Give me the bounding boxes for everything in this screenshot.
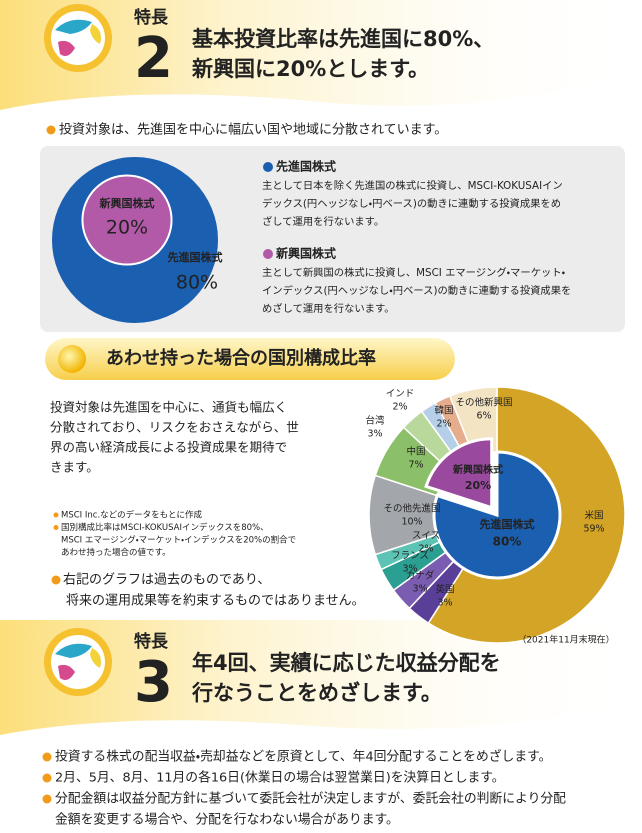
chart-note: （2021年11月末現在） — [517, 634, 614, 646]
segment-value: 2% — [436, 419, 451, 430]
segment-value: 3% — [437, 598, 452, 609]
segment-value: 59% — [583, 524, 604, 535]
point-text: 分配金額は収益分配方針に基づいて委託会社が決定しますが、委託会社の判断により分配 — [55, 791, 566, 807]
header-wave — [0, 0, 642, 110]
segment-value: 3% — [402, 564, 417, 575]
segment-label: フランス — [391, 551, 429, 562]
segment-label: その他新興国 — [455, 397, 512, 409]
segment-label: 台湾 — [365, 415, 385, 427]
description-heading: 先進国株式 — [276, 159, 336, 174]
segment-label: 英国 — [435, 584, 454, 596]
icon — [44, 628, 112, 696]
feature-label: 特長 — [134, 631, 169, 652]
pie-segment — [432, 450, 562, 580]
note-text: MSCI エマージング・マーケット・インデックスを20%の割合で — [61, 535, 296, 546]
segment-value: 10% — [401, 517, 422, 528]
point-text: 2月、5月、8月、11月の各16日(休業日の場合は翌営業日)を決算日とします。 — [55, 770, 505, 786]
bullet — [46, 125, 56, 135]
bullet — [42, 794, 52, 804]
segment-label: その他先進国 — [383, 503, 440, 515]
bullet — [53, 525, 59, 530]
bullet — [51, 575, 61, 585]
pie-value: 20% — [465, 479, 491, 492]
description-text: 主として新興国の株式に投資し、MSCI エマージング・マーケット・ — [262, 266, 566, 279]
bullet — [263, 249, 273, 259]
segment-label: インド — [386, 389, 415, 400]
segment-value: 3% — [412, 584, 427, 595]
point-text: 金額を変更する場合や、分配を行なわない場合があります。 — [55, 812, 399, 828]
segment-value: 6% — [476, 411, 491, 422]
feature-number: 2 — [134, 26, 173, 91]
circle-label: 新興国株式 — [99, 196, 155, 210]
description-text: 主として日本を除く先進国の株式に投資し、MSCI-KOKUSAIイン — [262, 179, 563, 192]
segment-label: スイス — [412, 531, 440, 542]
chart-title: あわせ持った場合の国別構成比率 — [106, 347, 376, 369]
body-text: 界の高い経済成長による投資成果を期待で — [50, 440, 287, 455]
pie-value: 80% — [493, 535, 522, 549]
feature-number: 3 — [134, 650, 173, 715]
icon — [44, 4, 112, 72]
caution-text: 右記のグラフは過去のものであり、 — [63, 573, 270, 588]
segment-value: 7% — [408, 460, 423, 471]
note-text: MSCI Inc.などのデータをもとに作成 — [61, 510, 202, 521]
pie-label: 先進国株式 — [480, 517, 535, 531]
segment-label: 米国 — [584, 510, 603, 522]
description-text: ざして運用を行ないます。 — [262, 215, 384, 228]
circle-value: 80% — [176, 272, 218, 294]
segment-label: カナダ — [406, 570, 435, 582]
bullet — [53, 512, 59, 518]
segment-value: 2% — [418, 544, 433, 555]
bullet — [42, 773, 52, 783]
body-text: 分散されており、リスクをおさえながら、世 — [50, 420, 299, 435]
feature-title: 新興国に20%とします。 — [191, 57, 429, 81]
feature-title: 基本投資比率は先進国に80%、 — [192, 27, 494, 51]
header-wave — [0, 620, 642, 735]
description-text: インデックス(円ヘッジなし・円ベース)の動きに連動する投資成果を — [262, 284, 571, 297]
body-text: きます。 — [50, 460, 99, 475]
segment-value: 2% — [392, 402, 407, 413]
pie-label: 新興国株式 — [452, 463, 503, 476]
description-heading: 新興国株式 — [275, 246, 336, 261]
banner — [45, 338, 455, 380]
point-text: 投資する株式の配当収益・売却益などを原資として、年4回分配することをめざします。 — [55, 749, 551, 765]
description-text: デックス(円ヘッジなし・円ベース)の動きに連動する投資成果をめ — [262, 197, 561, 210]
caution-text: 将来の運用成果等を約束するものではありません。 — [66, 593, 365, 609]
circle-mark — [81, 174, 173, 266]
body-text: 投資対象は先進国を中心に、通貨も幅広く — [50, 400, 287, 415]
feature-title: 年4回、実績に応じた収益分配を — [192, 651, 501, 675]
pie-segment — [424, 437, 494, 510]
circle-value: 20% — [106, 217, 148, 239]
note-text: 国別構成比率はMSCI-KOKUSAIインデックスを80%、 — [61, 522, 269, 533]
bullet — [42, 752, 52, 762]
note-text: あわせ持った場合の値です。 — [61, 547, 171, 558]
feature-label: 特長 — [134, 7, 169, 28]
circle-label: 先進国株式 — [168, 250, 223, 264]
segment-label: 韓国 — [434, 405, 453, 417]
intro-text: 投資対象は、先進国を中心に幅広い国や地域に分散されています。 — [59, 122, 447, 138]
segment-value: 3% — [367, 429, 382, 440]
banner-dot — [58, 345, 86, 373]
description-text: めざして運用を行ないます。 — [262, 302, 395, 315]
segment-label: 中国 — [406, 446, 425, 458]
feature-title: 行なうことをめざします。 — [191, 681, 442, 705]
bullet — [263, 162, 273, 172]
